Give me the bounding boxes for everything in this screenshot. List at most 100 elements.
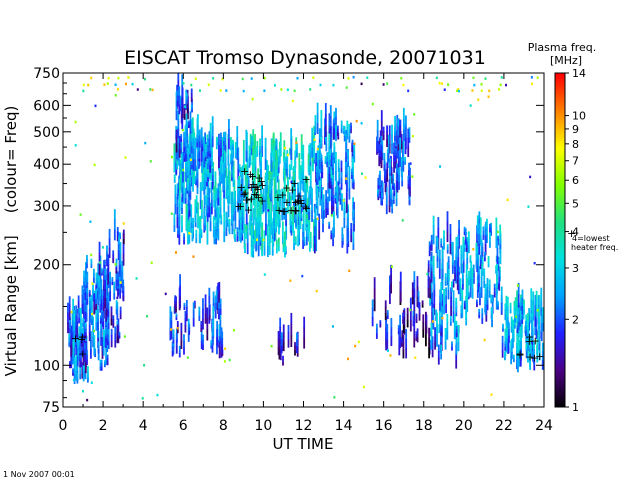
echo-trace: [408, 176, 410, 181]
noise-point: [501, 76, 503, 79]
echo-trace: [341, 125, 343, 130]
echo-trace: [192, 218, 194, 225]
x-tick-label: 18: [415, 418, 433, 434]
echo-trace: [487, 295, 489, 300]
echo-trace: [341, 205, 343, 211]
echo-trace: [74, 366, 76, 375]
echo-trace: [82, 295, 84, 305]
echo-trace: [201, 150, 203, 162]
colorbar-segment: [555, 113, 565, 115]
echo-trace: [326, 157, 328, 162]
echo-trace: [203, 158, 205, 167]
echo-trace: [431, 268, 433, 272]
echo-trace: [530, 299, 532, 311]
echo-trace: [280, 140, 282, 148]
echo-trace: [78, 308, 80, 314]
echo-trace: [93, 342, 95, 349]
echo-trace: [174, 298, 176, 302]
noise-point: [488, 95, 490, 98]
echo-trace: [193, 159, 195, 170]
echo-trace: [500, 253, 502, 264]
echo-trace: [177, 90, 179, 96]
noise-point: [386, 82, 388, 85]
echo-trace: [408, 184, 410, 189]
noise-point: [372, 103, 374, 106]
echo-trace: [294, 351, 296, 356]
echo-trace: [109, 248, 111, 258]
noise-point: [271, 345, 273, 348]
echo-trace: [104, 365, 106, 368]
echo-trace: [297, 235, 299, 246]
colorbar-segment: [555, 375, 565, 377]
echo-trace: [335, 152, 337, 162]
echo-trace: [332, 153, 334, 160]
echo-trace: [117, 288, 119, 297]
echo-trace: [172, 340, 174, 343]
echo-trace: [456, 330, 458, 334]
echo-trace: [223, 132, 225, 137]
echo-trace: [106, 245, 108, 252]
echo-trace: [180, 139, 182, 142]
echo-trace: [329, 149, 331, 155]
echo-trace: [499, 244, 501, 249]
echo-trace: [460, 254, 462, 264]
echo-trace: [487, 305, 489, 310]
echo-trace: [172, 351, 174, 356]
echo-trace: [494, 288, 496, 293]
echo-trace: [402, 320, 404, 324]
echo-trace: [75, 305, 77, 316]
heater-marker: +: [244, 203, 253, 216]
noise-point: [90, 254, 92, 257]
echo-trace: [272, 239, 274, 245]
echo-trace: [283, 152, 285, 155]
echo-trace: [186, 307, 188, 314]
echo-trace: [284, 231, 286, 239]
echo-trace: [188, 125, 190, 128]
echo-trace: [485, 222, 487, 229]
echo-trace: [401, 176, 403, 182]
echo-trace: [413, 280, 415, 289]
noise-point: [441, 317, 443, 320]
echo-trace: [451, 288, 453, 292]
noise-point: [127, 76, 129, 79]
noise-point: [444, 88, 446, 91]
echo-trace: [206, 160, 208, 163]
echo-trace: [78, 295, 80, 301]
colorbar-segment: [555, 343, 565, 345]
echo-trace: [335, 117, 337, 126]
noise-point: [225, 89, 227, 92]
echo-trace: [439, 250, 441, 260]
colorbar-segment: [555, 155, 565, 157]
echo-trace: [179, 179, 181, 190]
echo-trace: [207, 138, 209, 145]
echo-trace: [86, 299, 88, 305]
echo-trace: [477, 215, 479, 222]
echo-trace: [210, 133, 212, 144]
echo-trace: [198, 316, 200, 321]
colorbar-segment: [555, 335, 565, 337]
echo-trace: [428, 268, 430, 272]
echo-trace: [468, 271, 470, 276]
echo-trace: [192, 228, 194, 233]
echo-trace: [199, 234, 201, 243]
echo-trace: [109, 229, 111, 239]
echo-trace: [293, 231, 295, 238]
echo-trace: [489, 224, 491, 228]
echo-trace: [489, 237, 491, 243]
echo-trace: [416, 314, 418, 317]
echo-trace: [400, 292, 402, 303]
echo-trace: [107, 303, 109, 311]
echo-trace: [104, 298, 106, 308]
echo-trace: [220, 304, 222, 310]
noise-point: [137, 88, 139, 91]
colorbar-segment: [555, 317, 565, 319]
echo-trace: [403, 350, 405, 358]
echo-trace: [107, 329, 109, 335]
colorbar-segment: [555, 179, 565, 181]
noise-point: [229, 359, 231, 362]
echo-trace: [197, 165, 199, 173]
echo-trace: [416, 320, 418, 323]
echo-trace: [403, 343, 405, 351]
echo-trace: [465, 321, 467, 325]
echo-trace: [426, 321, 428, 328]
